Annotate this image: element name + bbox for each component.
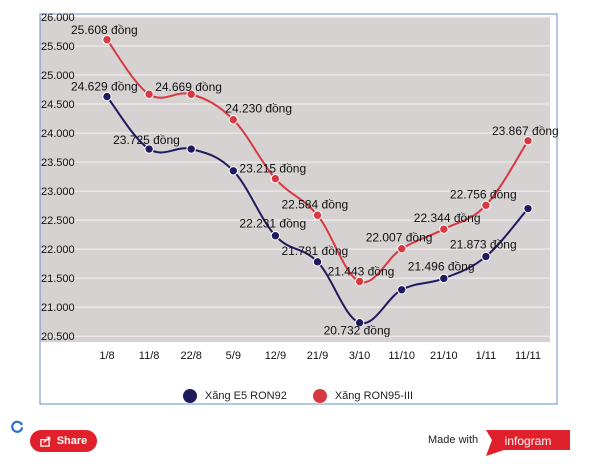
made-with-label: Made with [428,434,479,446]
refresh-icon[interactable] [10,420,24,434]
y-axis-ticks: 26.000 25.500 25.000 24.500 24.000 23.500 23.0… [41,12,75,343]
infogram-logo[interactable]: infogram [482,428,572,456]
y-tick-label: 22.500 [41,215,75,227]
data-label: 22.344 đồng [414,211,481,225]
legend: Xăng E5 RON92 Xăng RON95-III [0,384,596,408]
infogram-brand-text: infogram [505,434,552,448]
data-label: 23.867 đồng [492,124,559,138]
x-axis-ticks: 1/8 11/8 22/8 5/9 12/9 21/9 3/10 11/10 21/10 1/11… [99,350,541,362]
data-label: 25.608 đồng [71,23,138,37]
data-label: 21.443 đồng [328,264,395,278]
y-tick-label: 24.500 [41,99,75,111]
x-tick-label: 12/9 [265,350,286,362]
y-tick-label: 25.000 [41,70,75,82]
y-tick-label: 20.500 [41,331,75,343]
data-label: 20.732 đồng [324,324,391,338]
y-tick-label: 26.000 [41,12,75,24]
x-tick-label: 21/10 [430,350,458,362]
data-label: 22.231 đồng [239,217,306,231]
data-point[interactable] [397,285,407,295]
legend-item-ron95[interactable]: Xăng RON95-III [312,389,414,403]
x-tick-label: 22/8 [180,350,201,362]
data-point[interactable] [439,224,449,234]
y-tick-label: 24.000 [41,128,75,140]
data-point[interactable] [481,200,491,210]
x-tick-label: 11/11 [515,350,541,362]
share-label: Share [56,435,88,447]
data-point[interactable] [439,273,449,284]
y-tick-label: 23.000 [41,186,75,198]
data-point[interactable] [312,210,323,220]
data-label: 21.496 đồng [408,259,475,273]
y-tick-label: 21.000 [41,302,75,314]
data-points [102,35,533,328]
plot-frame [39,13,558,405]
data-label: 23.215 đồng [239,162,306,176]
data-label: 23.725 đồng [113,133,180,147]
data-point[interactable] [312,257,323,267]
share-button[interactable]: Share [30,430,97,452]
data-label: 24.629 đồng [71,80,138,94]
x-tick-label: 11/8 [139,350,160,362]
data-point[interactable] [102,35,112,45]
x-tick-label: 1/8 [99,350,114,362]
data-point[interactable] [481,251,491,262]
y-tick-label: 23.500 [41,157,75,169]
data-label: 22.756 đồng [450,187,517,201]
plot-background [40,17,550,342]
data-point[interactable] [228,115,239,125]
data-label: 24.669 đồng [155,80,222,94]
data-point[interactable] [523,136,533,146]
data-point[interactable] [102,91,112,102]
legend-label-ron95: Xăng RON95-III [334,390,414,402]
x-tick-label: 11/10 [388,350,415,362]
legend-item-e5[interactable]: Xăng E5 RON92 [182,389,287,403]
data-point[interactable] [270,231,281,241]
chart-area: 26.000 25.500 25.000 24.500 24.000 23.500 23.0… [0,12,596,408]
data-point[interactable] [354,276,365,287]
share-icon [39,436,50,447]
data-labels: 24.629 đồng 23.725 đồng 22.231 đồng 21.781 … [71,23,559,338]
data-label: 24.230 đồng [225,102,292,116]
data-point[interactable] [186,144,196,154]
x-tick-label: 1/11 [476,350,497,362]
y-tick-label: 21.500 [41,273,75,285]
line-chart: 26.000 25.500 25.000 24.500 24.000 23.500 23.0… [39,12,559,405]
data-label: 22.584 đồng [282,197,349,211]
data-point[interactable] [144,144,154,154]
y-tick-label: 22.000 [41,244,75,256]
x-tick-label: 21/9 [307,350,328,362]
data-point[interactable] [228,166,239,176]
data-point[interactable] [270,173,281,184]
x-tick-label: 3/10 [349,350,370,362]
legend-label-e5: Xăng E5 RON92 [204,390,287,402]
data-point[interactable] [186,89,196,99]
data-label: 22.007 đồng [366,231,433,245]
data-point[interactable] [397,244,407,254]
data-label: 21.873 đồng [450,238,517,252]
data-point[interactable] [523,203,533,214]
data-point[interactable] [144,89,154,99]
legend-marker-e5 [182,389,197,403]
legend-marker-ron95 [312,389,327,403]
data-label: 21.781 đồng [282,244,349,258]
y-tick-label: 25.500 [41,41,75,53]
data-point[interactable] [354,318,365,328]
x-tick-label: 5/9 [226,350,241,362]
